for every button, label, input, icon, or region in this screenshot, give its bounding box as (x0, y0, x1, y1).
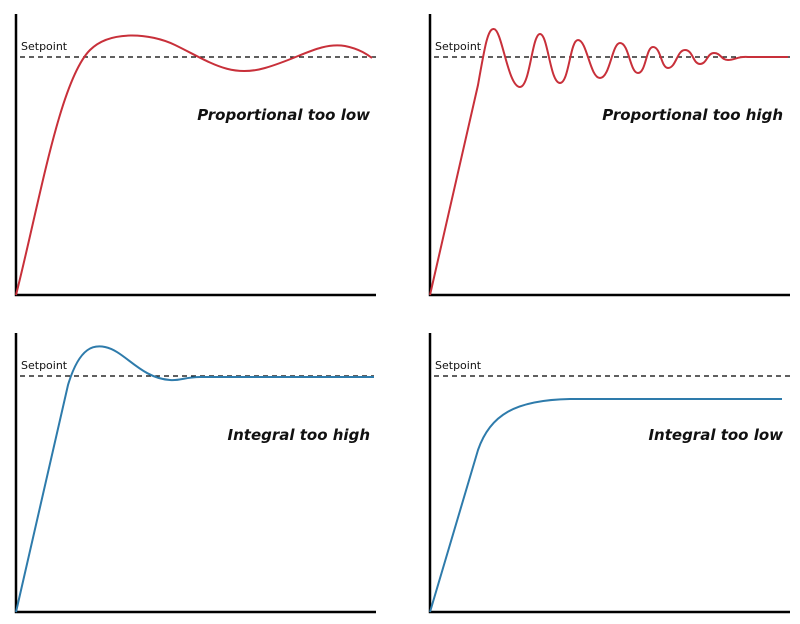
setpoint-label: Setpoint (21, 40, 68, 53)
response-curve (15, 345, 374, 613)
axes (14, 333, 376, 614)
response-curve (429, 398, 782, 613)
panel: Setpoint Integral too high (14, 333, 376, 614)
panel-label: Proportional too low (197, 106, 370, 124)
panel-label: Integral too high (228, 426, 370, 444)
panel-label: Integral too low (648, 426, 783, 444)
response-curve (429, 28, 788, 296)
setpoint-label: Setpoint (21, 359, 68, 372)
setpoint-label: Setpoint (435, 359, 482, 372)
panel: Setpoint Proportional too low (14, 14, 376, 297)
axes (428, 333, 790, 614)
response-curve (15, 34, 373, 296)
panel: Setpoint Integral too low (428, 333, 790, 614)
panel-label: Proportional too high (602, 106, 783, 124)
setpoint-label: Setpoint (435, 40, 482, 53)
panel: Setpoint Proportional too high (428, 14, 790, 297)
